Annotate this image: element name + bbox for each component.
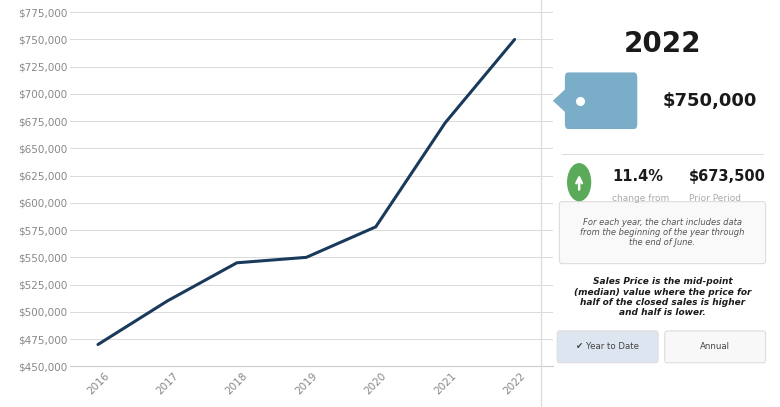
Polygon shape — [553, 87, 568, 115]
FancyBboxPatch shape — [565, 72, 637, 129]
FancyBboxPatch shape — [559, 201, 766, 264]
FancyBboxPatch shape — [665, 331, 766, 363]
Text: ✔ Year to Date: ✔ Year to Date — [576, 342, 639, 351]
Text: 11.4%: 11.4% — [612, 169, 663, 184]
Text: 2022: 2022 — [624, 30, 701, 58]
Text: $673,500: $673,500 — [689, 169, 766, 184]
Text: Prior Period: Prior Period — [689, 194, 741, 203]
Text: Sales Price is the mid-point
(median) value where the price for
half of the clos: Sales Price is the mid-point (median) va… — [574, 277, 751, 317]
FancyBboxPatch shape — [557, 331, 658, 363]
Text: change from: change from — [612, 194, 669, 203]
Text: Annual: Annual — [700, 342, 730, 351]
Text: For each year, the chart includes data
from the beginning of the year through
th: For each year, the chart includes data f… — [580, 218, 745, 247]
Circle shape — [568, 164, 590, 201]
Text: $750,000: $750,000 — [662, 92, 757, 110]
